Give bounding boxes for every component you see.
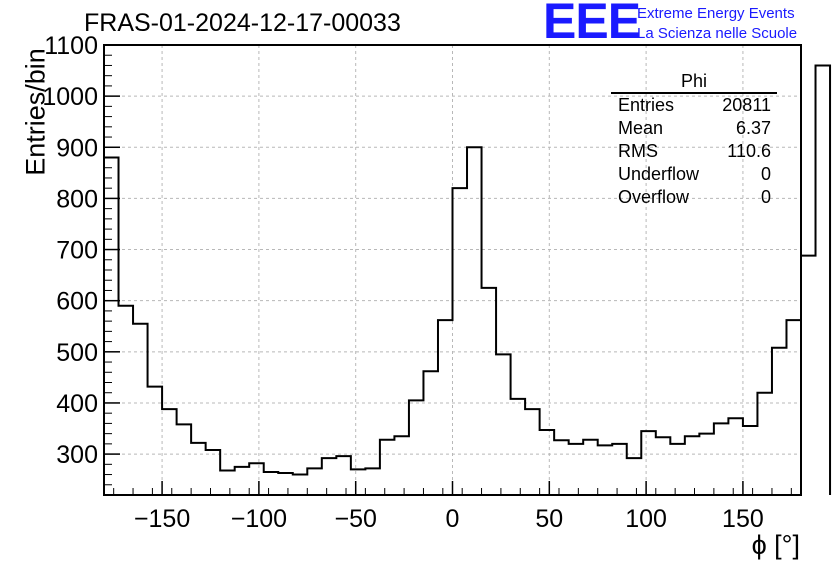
stats-label: Entries: [618, 95, 675, 115]
stats-box-title: Phi: [611, 72, 777, 94]
x-tick-label: −150: [134, 505, 190, 533]
y-tick-label: 400: [56, 390, 98, 418]
x-tick-label: 0: [446, 505, 460, 533]
logo-caption: Extreme Energy Events La Scienza nelle S…: [637, 4, 797, 44]
y-tick-label: 700: [56, 237, 98, 265]
y-tick-label: 300: [56, 441, 98, 469]
stats-row-underflow: Underflow 0: [611, 163, 777, 186]
x-tick-label: −50: [334, 505, 376, 533]
stats-box: Phi Entries 20811 Mean 6.37 RMS 110.6 Un…: [611, 72, 777, 209]
stats-value: 6.37: [735, 118, 771, 138]
axes: −150 −100 −50 0 50 100 150 300 400 500 600 700 800 90…: [42, 32, 792, 533]
stats-value: 0: [760, 164, 771, 184]
x-axis-label: ϕ [°]: [751, 530, 800, 560]
plot-frame: [103, 44, 802, 496]
logo-line-2: La Scienza nelle Scuole: [637, 25, 798, 42]
y-axis-label: Entries/bin: [20, 48, 51, 176]
stats-label: Overflow: [618, 187, 690, 207]
chart-title: FRAS-01-2024-12-17-00033: [84, 9, 401, 37]
stats-value: 0: [760, 187, 771, 207]
eee-logo: EEE: [543, 0, 641, 49]
histogram-series: [103, 64, 832, 495]
stats-value: 110.6: [727, 141, 771, 161]
stats-label: RMS: [618, 141, 658, 161]
stats-row-entries: Entries 20811: [611, 94, 777, 117]
stats-row-mean: Mean 6.37: [611, 117, 777, 140]
y-tick-label: 800: [56, 185, 98, 213]
logo-line-1: Extreme Energy Events: [637, 5, 795, 22]
x-tick-label: 150: [722, 505, 764, 533]
x-tick-label: −100: [231, 505, 287, 533]
x-tick-label: 100: [625, 505, 667, 533]
stats-row-overflow: Overflow 0: [611, 186, 777, 209]
y-tick-label: 1100: [44, 32, 98, 60]
y-tick-label: 500: [56, 339, 98, 367]
y-tick-label: 1000: [42, 83, 98, 111]
stats-row-rms: RMS 110.6: [611, 140, 777, 163]
x-tick-label: 50: [535, 505, 563, 533]
stats-label: Mean: [618, 118, 664, 138]
y-tick-label: 900: [56, 134, 98, 162]
stats-label: Underflow: [618, 164, 700, 184]
y-tick-label: 600: [56, 288, 98, 316]
stats-value: 20811: [722, 95, 771, 115]
